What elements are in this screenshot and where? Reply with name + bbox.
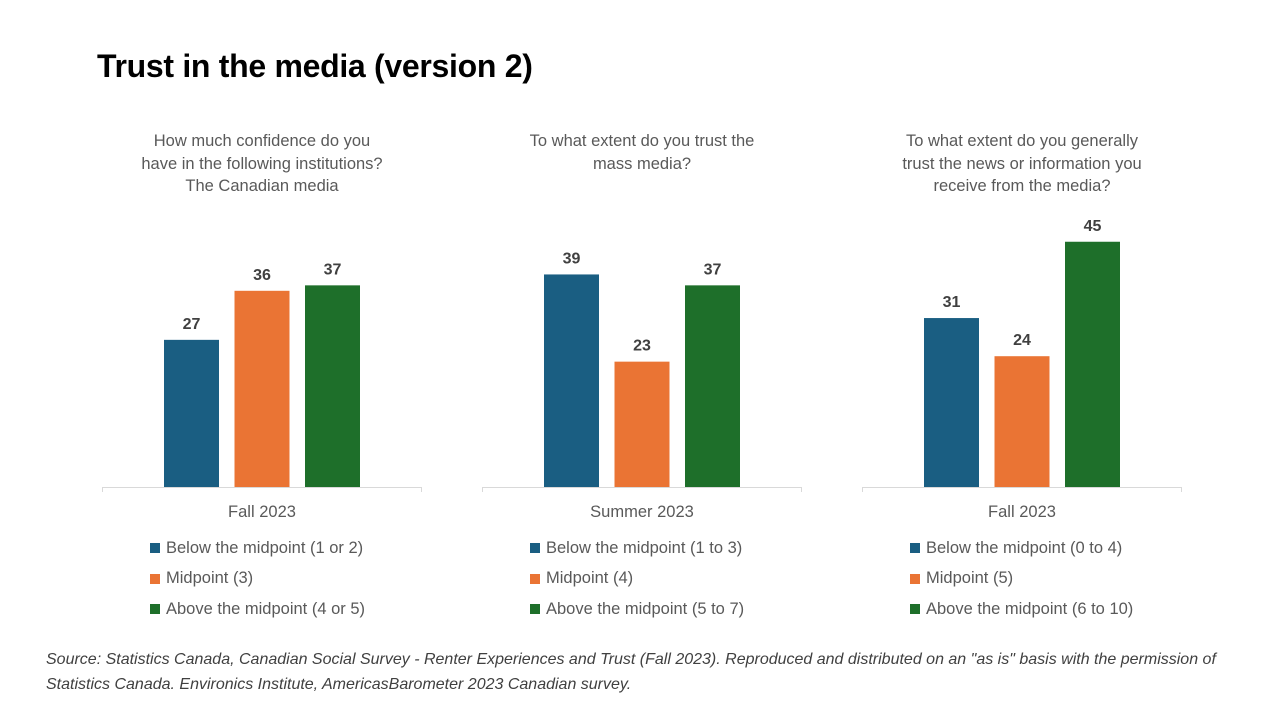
data-label: 27 xyxy=(183,316,201,333)
legend-swatch xyxy=(150,573,160,584)
legend-item-midpoint: Midpoint (4) xyxy=(530,564,744,595)
question-line: To what extent do you trust the xyxy=(529,132,755,150)
legend-swatch xyxy=(530,573,540,584)
legend: Below the midpoint (1 or 2) Midpoint (3)… xyxy=(150,533,365,625)
bar-chart: 31 24 45 Fall 2023 xyxy=(862,218,1182,521)
legend-label: Midpoint (4) xyxy=(546,569,634,588)
question-line: mass media? xyxy=(592,154,692,173)
legend-item-below: Below the midpoint (1 or 2) xyxy=(150,533,365,564)
chart-panel-1: How much confidence do you have in the f… xyxy=(102,0,422,640)
legend-item-midpoint: Midpoint (5) xyxy=(910,564,1133,595)
legend-label: Midpoint (5) xyxy=(926,569,1014,588)
legend-label: Above the midpoint (4 or 5) xyxy=(166,599,366,618)
bar-midpoint xyxy=(614,361,670,487)
data-label: 31 xyxy=(943,294,961,311)
data-label: 23 xyxy=(633,338,651,355)
legend-swatch xyxy=(530,543,540,554)
chart-panel-3: To what extent do you generally trust th… xyxy=(862,0,1182,640)
legend-item-below: Below the midpoint (1 to 3) xyxy=(530,533,744,564)
chart-question: To what extent do you generally trust th… xyxy=(862,130,1182,198)
legend-swatch xyxy=(150,543,160,554)
legend-swatch xyxy=(150,604,160,615)
bar-below xyxy=(164,339,219,487)
category-label: Fall 2023 xyxy=(988,503,1056,521)
legend-label: Above the midpoint (5 to 7) xyxy=(546,599,745,618)
chart-question: How much confidence do you have in the f… xyxy=(102,130,422,198)
legend-swatch xyxy=(910,604,920,615)
chart-panel-2: To what extent do you trust the mass med… xyxy=(482,0,802,640)
bar-chart: 39 23 37 Summer 2023 xyxy=(482,250,802,521)
bar-below xyxy=(924,318,979,487)
legend-swatch xyxy=(910,543,920,554)
legend-item-above: Above the midpoint (6 to 10) xyxy=(910,594,1133,625)
category-label: Summer 2023 xyxy=(590,503,694,521)
bar-below xyxy=(544,274,599,487)
data-label: 37 xyxy=(704,261,722,278)
legend-label: Above the midpoint (6 to 10) xyxy=(926,599,1134,618)
legend-label: Below the midpoint (0 to 4) xyxy=(926,538,1123,557)
question-line: The Canadian media xyxy=(185,177,339,195)
question-line: How much confidence do you xyxy=(153,132,371,150)
legend: Below the midpoint (0 to 4) Midpoint (5)… xyxy=(910,533,1133,625)
legend-item-above: Above the midpoint (5 to 7) xyxy=(530,594,744,625)
data-label: 24 xyxy=(1013,332,1031,349)
legend-item-below: Below the midpoint (0 to 4) xyxy=(910,533,1133,564)
legend-label: Midpoint (3) xyxy=(166,569,254,588)
question-line: trust the news or information you xyxy=(902,154,1142,173)
bar-above xyxy=(305,285,360,487)
category-label: Fall 2023 xyxy=(228,503,296,521)
bar-above xyxy=(1065,241,1120,487)
legend-label: Below the midpoint (1 or 2) xyxy=(166,538,364,557)
question-line: receive from the media? xyxy=(933,177,1111,195)
legend-item-midpoint: Midpoint (3) xyxy=(150,564,365,595)
legend-item-above: Above the midpoint (4 or 5) xyxy=(150,594,365,625)
source-note: Source: Statistics Canada, Canadian Soci… xyxy=(46,651,1216,693)
question-line: To what extent do you generally xyxy=(905,132,1139,150)
data-label: 36 xyxy=(253,267,271,284)
legend-label: Below the midpoint (1 to 3) xyxy=(546,538,743,557)
page-title: Trust in the media (version 2) xyxy=(97,48,533,84)
bar-midpoint xyxy=(234,290,290,487)
legend: Below the midpoint (1 to 3) Midpoint (4)… xyxy=(530,533,744,625)
chart-question: To what extent do you trust the mass med… xyxy=(482,130,802,175)
bar-chart: 27 36 37 Fall 2023 xyxy=(102,261,422,521)
bar-midpoint xyxy=(994,356,1050,487)
legend-swatch xyxy=(910,573,920,584)
bar-above xyxy=(685,285,740,487)
question-line: have in the following institutions? xyxy=(141,154,383,173)
data-label: 37 xyxy=(324,261,342,278)
data-label: 45 xyxy=(1084,218,1102,235)
data-label: 39 xyxy=(563,250,581,267)
legend-swatch xyxy=(530,604,540,615)
